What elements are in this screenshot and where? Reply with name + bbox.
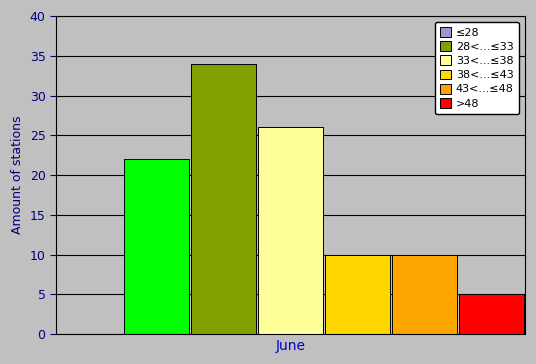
Bar <box>191 64 256 334</box>
Bar <box>325 254 390 334</box>
Bar <box>459 294 524 334</box>
Bar <box>124 159 189 334</box>
Bar <box>258 127 323 334</box>
Y-axis label: Amount of stations: Amount of stations <box>11 116 24 234</box>
Bar <box>392 254 457 334</box>
Legend: ≤28, 28<...≤33, 33<...≤38, 38<...≤43, 43<...≤48, >48: ≤28, 28<...≤33, 33<...≤38, 38<...≤43, 43… <box>435 22 519 114</box>
